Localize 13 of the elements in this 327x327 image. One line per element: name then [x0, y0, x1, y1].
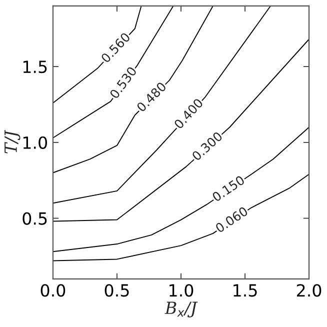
y-tick-label: 1.5 [23, 60, 47, 74]
y-axis-title: T/J [4, 130, 20, 154]
line-series [52, 126, 310, 252]
x-tick-label: 0.0 [40, 284, 66, 297]
x-axis-title: B$_{x}$/J [164, 302, 198, 318]
y-tick-label: 0.5 [22, 212, 47, 225]
x-tick-label: 1.5 [234, 284, 257, 297]
line-series [52, 6, 272, 204]
x-tick-label: 0.5 [104, 284, 129, 297]
x-tick-label: 1.0 [170, 284, 194, 297]
y-tick-label: 1.0 [23, 136, 48, 149]
x-tick-label: 2.0 [296, 284, 322, 297]
line-series [52, 174, 310, 262]
